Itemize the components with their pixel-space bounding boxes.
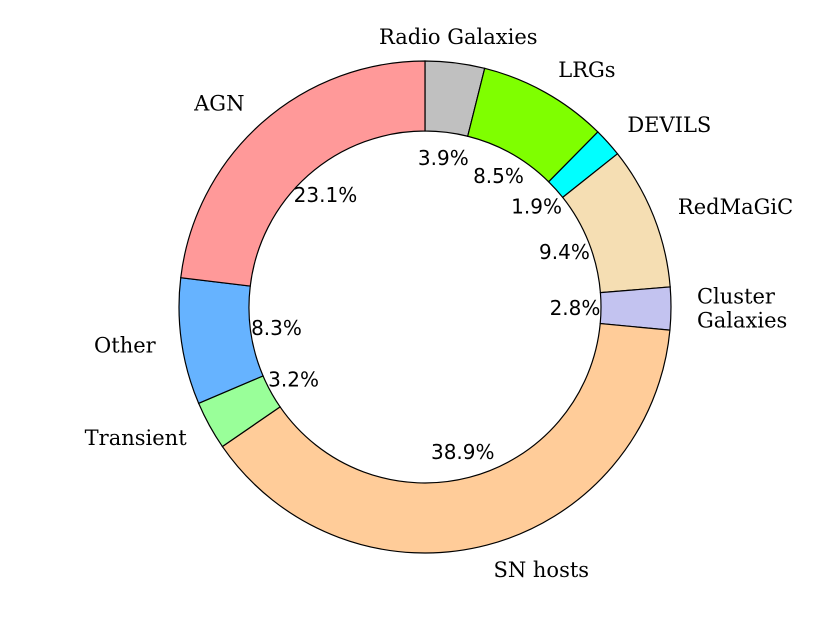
slice-cluster-galaxies [599,286,672,331]
slice-pct-sn-hosts: 38.9% [431,440,495,464]
slice-pct-cluster-galaxies: 2.8% [550,296,601,320]
slice-label-agn: AGN [193,92,244,116]
slice-label-transient: Transient [85,426,188,450]
slice-label-line: Radio Galaxies [379,25,538,49]
slice-pct-agn: 23.1% [294,183,358,207]
slice-label-line: SN hosts [493,558,589,582]
slice-pct-lrgs: 8.5% [473,164,524,188]
slice-label-line: AGN [193,92,244,116]
slice-label-line: Cluster [697,285,776,309]
slice-label-other: Other [94,333,157,357]
slice-pct-radio-galaxies: 3.9% [418,146,469,170]
slice-label-redmagic: RedMaGiC [678,195,793,219]
slice-label-line: Galaxies [697,309,787,333]
slice-label-radio-galaxies: Radio Galaxies [379,25,538,49]
slice-label-devils: DEVILS [627,113,711,137]
slice-pct-redmagic: 9.4% [539,240,590,264]
slice-agn [180,60,426,287]
slice-label-line: DEVILS [627,113,711,137]
slice-label-sn-hosts: SN hosts [493,558,589,582]
slice-sn-hosts [221,322,671,554]
slice-label-line: Other [94,333,157,357]
slice-label-lrgs: LRGs [558,58,615,82]
slice-label-line: Transient [85,426,188,450]
slice-label-line: RedMaGiC [678,195,793,219]
slice-label-line: LRGs [558,58,615,82]
slice-pct-other: 8.3% [251,316,302,340]
slice-label-cluster-galaxies: Cluster Galaxies [697,285,787,333]
slice-pct-devils: 1.9% [511,195,562,219]
slice-pct-transient: 3.2% [268,367,319,391]
